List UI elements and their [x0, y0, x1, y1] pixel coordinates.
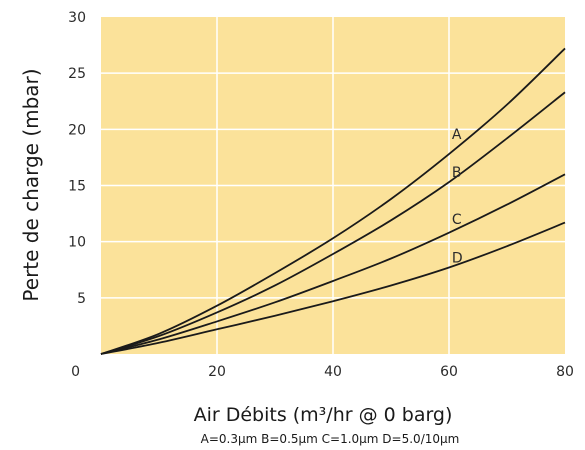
series-label-b: B	[452, 165, 462, 181]
x-tick-label: 60	[440, 364, 458, 380]
origin-tick-label: 0	[71, 364, 80, 380]
x-tick-label: 20	[208, 364, 226, 380]
series-label-d: D	[452, 250, 463, 266]
series-line-b	[100, 91, 566, 355]
series-line-a	[100, 47, 566, 355]
series-label-c: C	[452, 212, 462, 228]
y-tick-label: 15	[68, 179, 86, 195]
y-axis-title: Perte de charge (mbar)	[19, 68, 43, 301]
series-line-d	[100, 221, 566, 355]
tick-labels: 20 40 60 80 5 10 15 20 25 30 0	[68, 10, 574, 380]
x-tick-label: 40	[324, 364, 342, 380]
x-tick-label: 80	[556, 364, 574, 380]
grid	[101, 17, 565, 354]
series-line-c	[100, 173, 566, 355]
y-tick-label: 5	[77, 291, 86, 307]
series	[100, 47, 566, 355]
y-tick-label: 25	[68, 66, 86, 82]
caption: A=0.3µm B=0.5µm C=1.0µm D=5.0/10µm	[201, 432, 460, 446]
series-label-a: A	[452, 127, 462, 143]
series-labels: A B C D	[452, 127, 463, 267]
y-tick-label: 20	[68, 122, 86, 138]
y-tick-label: 10	[68, 235, 86, 251]
y-tick-label: 30	[68, 10, 86, 26]
x-axis-title: Air Débits (m³/hr @ 0 barg)	[194, 404, 453, 426]
